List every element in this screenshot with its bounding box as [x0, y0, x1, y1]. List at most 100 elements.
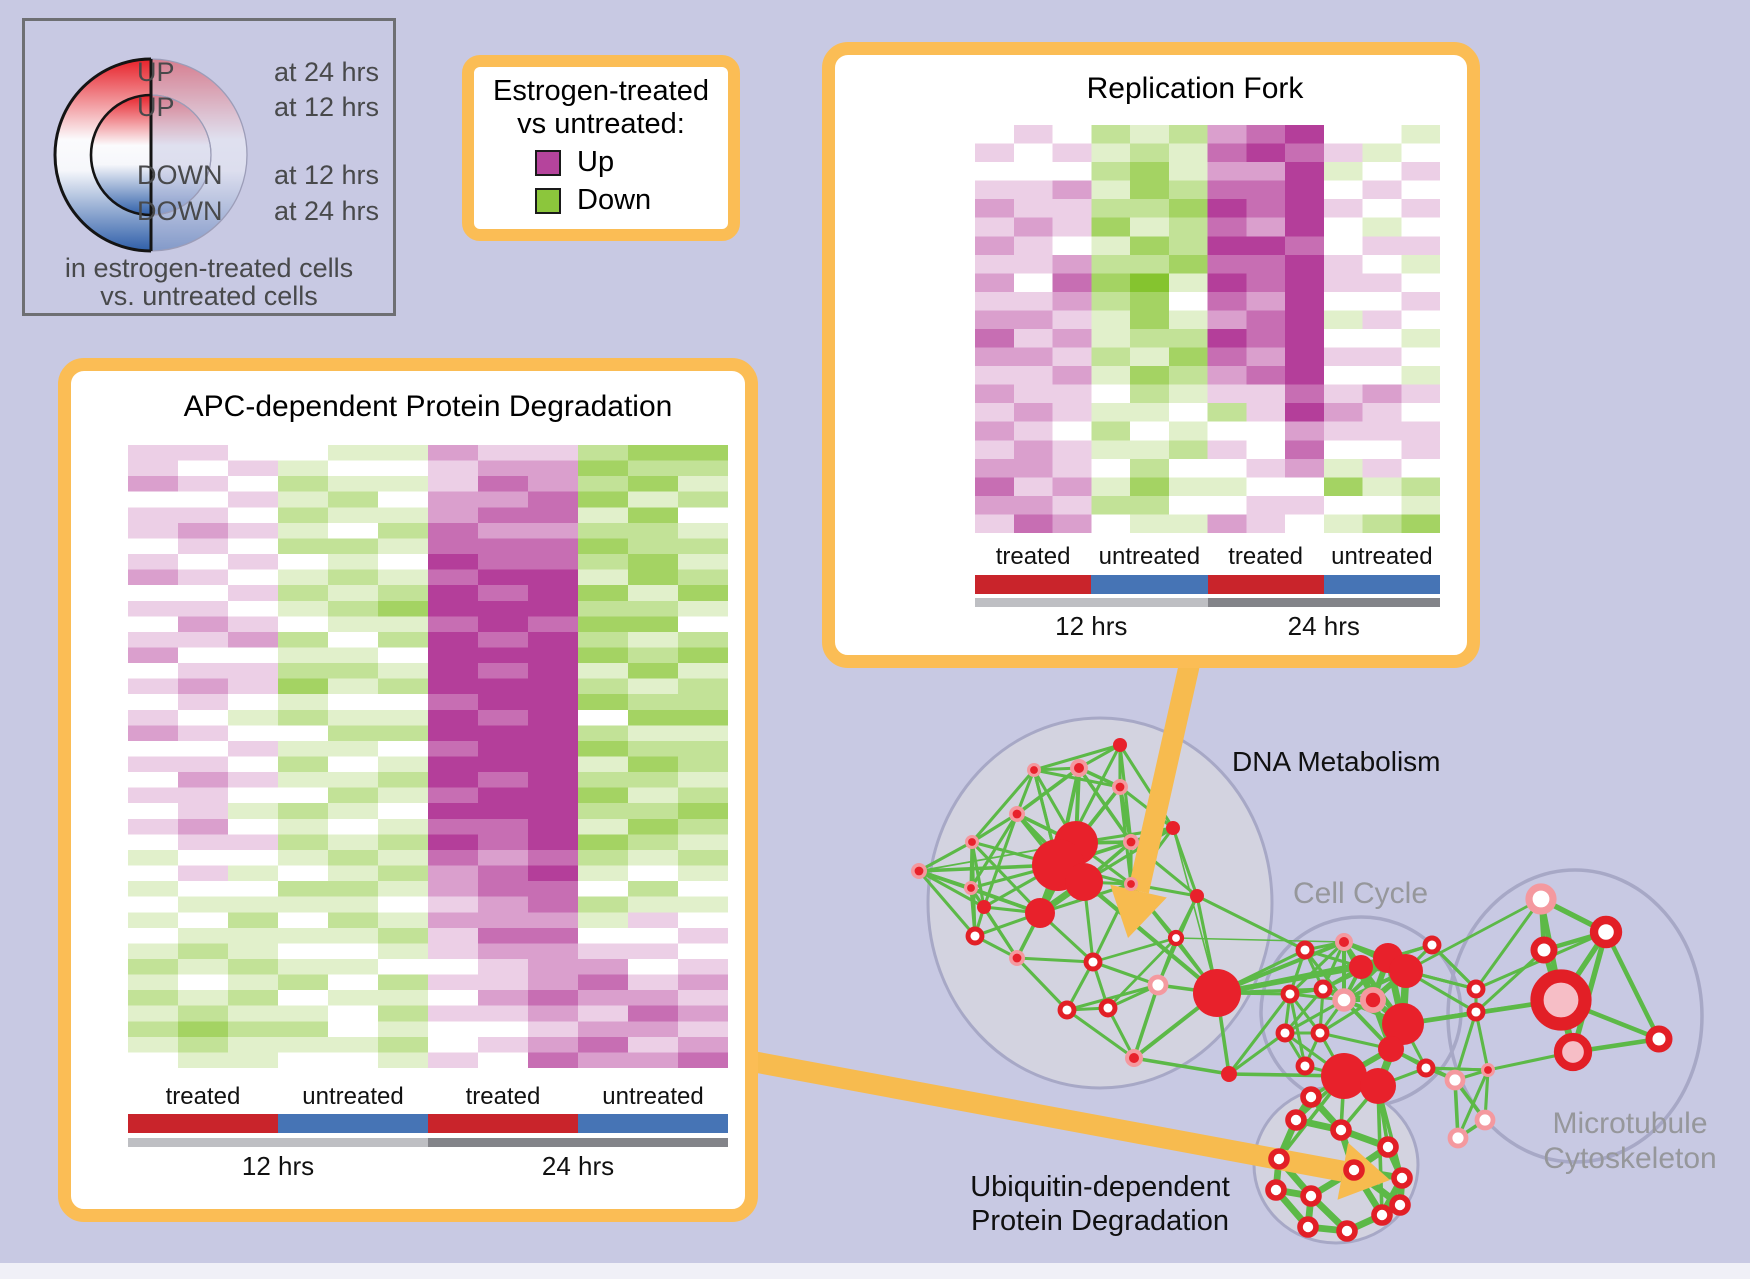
heatmap-cell: [1362, 440, 1402, 460]
heatmap-cell: [228, 647, 278, 664]
heatmap-cell: [1130, 458, 1169, 478]
heatmap-cell: [1091, 440, 1131, 460]
heatmap-cell: [678, 912, 728, 929]
heatmap-cell: [1362, 347, 1402, 367]
heatmap-cell: [1091, 291, 1131, 311]
network-edge: [970, 812, 1019, 844]
ring-legend-row: DOWN at 24 hrs: [25, 196, 393, 226]
condition-label: untreated: [602, 1083, 704, 1110]
heatmap-cell: [1246, 273, 1286, 293]
heatmap-cell: [578, 958, 628, 975]
heatmap-cell: [1207, 236, 1247, 256]
heatmap-cell: [228, 678, 278, 695]
network-node: [965, 926, 985, 946]
heatmap-cell: [128, 896, 178, 913]
heatmap-cell: [1168, 477, 1208, 497]
heatmap-cell: [678, 631, 728, 648]
heatmap-cell: [278, 491, 328, 508]
heatmap-cell: [478, 849, 528, 866]
heatmap-cell: [1130, 440, 1169, 460]
heatmap-cell: [1246, 180, 1286, 200]
heatmap-cell: [378, 616, 428, 633]
heatmap-cell: [328, 460, 378, 477]
heatmap-cell: [478, 600, 528, 617]
heatmap-cell: [228, 616, 278, 633]
heatmap-cell: [378, 818, 428, 835]
heatmap-cell: [378, 990, 428, 1007]
outer-left-arc: [53, 57, 152, 253]
time-bar-segment-24hrs: [428, 1138, 728, 1147]
network-node: [1268, 1148, 1290, 1170]
heatmap-cell: [478, 678, 528, 695]
network-edge: [1172, 827, 1218, 994]
heatmap-cell: [678, 600, 728, 617]
heatmap-cell: [178, 600, 228, 617]
heatmap-cell: [1013, 217, 1053, 237]
heatmap-cell: [1091, 384, 1131, 404]
heatmap-cell: [428, 943, 478, 960]
legend-item: Up: [535, 146, 667, 179]
heatmap-cell: [278, 709, 328, 726]
heatmap-cell: [128, 912, 178, 929]
heatmap-cell: [1207, 143, 1247, 163]
heatmap-cell: [628, 974, 678, 991]
heatmap-cell: [328, 522, 378, 539]
heatmap-cell: [228, 756, 278, 773]
heatmap-cell: [578, 554, 628, 571]
heatmap-cell: [678, 896, 728, 913]
network-node: [1378, 1036, 1404, 1062]
heatmap-cell: [1246, 329, 1286, 348]
heatmap-cell: [528, 709, 578, 726]
network-edge: [1032, 743, 1122, 772]
heatmap-cell: [128, 740, 178, 757]
cluster-label-line: Protein Degradation: [971, 1205, 1229, 1237]
heatmap-cell: [678, 865, 728, 882]
network-edge: [1065, 983, 1160, 1012]
heatmap-cell: [1362, 236, 1402, 256]
heatmap-cell: [228, 927, 278, 944]
heatmap-cell: [678, 1036, 728, 1053]
network-edge: [1227, 992, 1292, 1076]
heatmap-cell: [128, 538, 178, 555]
heatmap-cell: [478, 756, 528, 773]
heatmap-cell: [578, 772, 628, 789]
network-node: [1589, 915, 1623, 949]
heatmap-cell: [328, 600, 378, 617]
heatmap-cell: [378, 709, 428, 726]
heatmap-cell: [1013, 199, 1053, 219]
heatmap-cell: [478, 912, 528, 929]
condition-color-bar: [128, 1114, 728, 1133]
heatmap-cell: [428, 912, 478, 929]
heatmap-cell: [678, 616, 728, 633]
time-bar-segment-12hrs: [975, 598, 1208, 607]
heatmap-cell: [178, 1052, 228, 1068]
network-edge: [982, 905, 1019, 960]
heatmap-cell: [478, 554, 528, 571]
heatmap-cell: [975, 329, 1014, 348]
heatmap-cell: [228, 958, 278, 975]
updown-title-line2: vs untreated:: [517, 108, 685, 140]
heatmap-cell: [1246, 495, 1286, 515]
heatmap-cell: [578, 818, 628, 835]
heatmap-cell: [178, 1036, 228, 1053]
ring-time-label: at 12 hrs: [273, 92, 379, 122]
heatmap-cell: [1285, 162, 1324, 182]
heatmap-cell: [128, 663, 178, 680]
heatmap-cell: [228, 1052, 278, 1068]
network-node: [1553, 1032, 1593, 1072]
heatmap-cell: [178, 694, 228, 711]
heatmap-cell: [975, 514, 1014, 533]
heatmap-cell: [628, 912, 678, 929]
heatmap-cell: [328, 585, 378, 602]
heatmap-cell: [528, 865, 578, 882]
heatmap-cell: [628, 616, 678, 633]
network-node: [1297, 1216, 1319, 1238]
heatmap-cell: [378, 678, 428, 695]
heatmap-cell: [678, 849, 728, 866]
heatmap-cell: [628, 803, 678, 820]
heatmap-cell: [228, 445, 278, 461]
condition-labels-row: treated untreated treated untreated: [128, 1083, 728, 1111]
heatmap-cell: [328, 678, 378, 695]
heatmap-cell: [975, 495, 1014, 515]
heatmap-cell: [1285, 477, 1324, 497]
